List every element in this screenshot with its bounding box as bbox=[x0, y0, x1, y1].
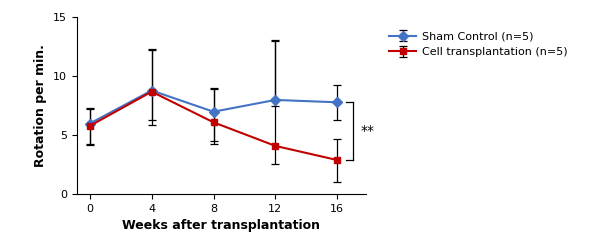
X-axis label: Weeks after transplantation: Weeks after transplantation bbox=[122, 220, 320, 233]
Legend: Sham Control (n=5), Cell transplantation (n=5): Sham Control (n=5), Cell transplantation… bbox=[389, 32, 568, 57]
Text: **: ** bbox=[360, 124, 375, 138]
Y-axis label: Rotation per min.: Rotation per min. bbox=[34, 44, 47, 167]
